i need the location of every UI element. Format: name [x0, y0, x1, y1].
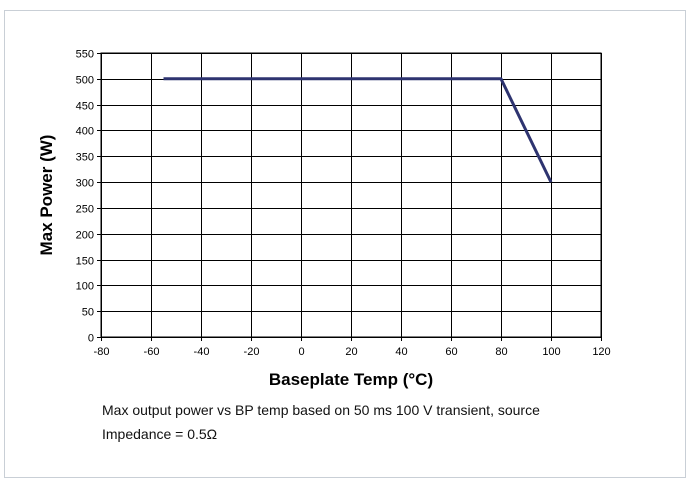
x-tick-label: 60 — [445, 346, 457, 358]
y-tick-label: 150 — [76, 256, 94, 268]
x-tick-label: 20 — [345, 346, 357, 358]
y-axis-label: Max Power (W) — [37, 135, 56, 256]
x-tick-label: 80 — [495, 346, 507, 358]
y-tick-label: 0 — [88, 333, 94, 345]
y-tick-label: 350 — [76, 152, 94, 164]
caption-line-1: Max output power vs BP temp based on 50 … — [102, 402, 540, 418]
y-tick-label: 450 — [76, 101, 94, 113]
x-tick-label: -60 — [144, 346, 160, 358]
y-tick-label: 50 — [82, 307, 94, 319]
y-tick-label: 550 — [76, 49, 94, 61]
y-tick-label: 500 — [76, 75, 94, 87]
data-series — [163, 77, 553, 183]
y-tick-label: 300 — [76, 178, 94, 190]
figure-caption: Max output power vs BP temp based on 50 … — [102, 398, 672, 446]
caption-line-2: Impedance = 0.5Ω — [102, 426, 218, 442]
x-tick-label: 120 — [592, 346, 610, 358]
x-tick-label: 0 — [298, 346, 304, 358]
y-tick-label: 200 — [76, 230, 94, 242]
x-tick-label: -40 — [194, 346, 210, 358]
series-line — [163, 77, 553, 183]
x-tick-label: 100 — [542, 346, 560, 358]
x-tick-label: -80 — [94, 346, 110, 358]
x-tick-label: 40 — [395, 346, 407, 358]
x-tick-label: -20 — [244, 346, 260, 358]
x-axis-label: Baseplate Temp (°C) — [269, 370, 433, 389]
y-tick-label: 100 — [76, 281, 94, 293]
y-tick-label: 400 — [76, 126, 94, 138]
y-tick-label: 250 — [76, 204, 94, 216]
